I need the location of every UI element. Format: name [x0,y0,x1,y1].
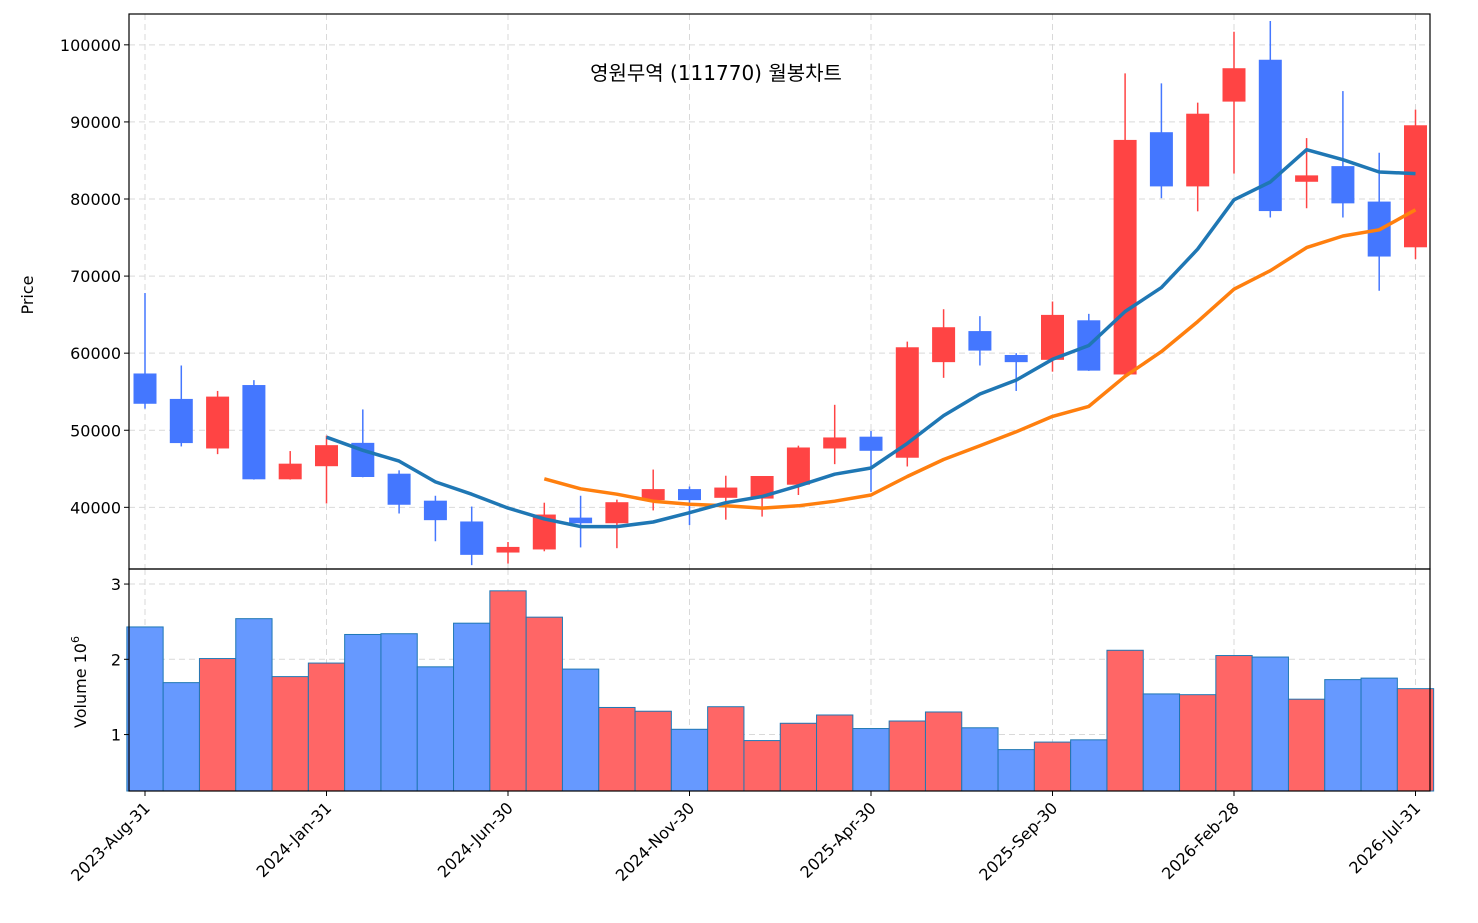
volume-bar [961,727,999,792]
volume-bar [525,616,563,792]
volume-bar [634,710,672,792]
volume-axis-label-base: Volume 10 [71,643,90,728]
volume-bar [1142,693,1181,792]
candle-body [1041,314,1064,360]
volume-bar [1324,679,1362,792]
moving-average-lines [325,147,1417,529]
price-tick-label: 100000 [60,36,121,55]
chart-title: 영원무역 (111770) 월봉차트 [590,61,842,85]
candle-body [1258,59,1282,212]
volume-bar [380,633,418,792]
volume-bar [743,740,781,792]
price-tick-label: 80000 [70,190,121,209]
volume-bar [344,633,382,792]
candle-body [823,437,847,449]
volume-tick-label: 2 [111,650,121,669]
candles [133,20,1427,566]
price-y-axis: 40000 50000 60000 70000 80000 90000 100000 [60,36,129,517]
candle-body [242,385,266,480]
volume-panel-frame [128,568,1431,792]
candle-body [678,489,701,501]
volume-bar [852,728,890,792]
price-tick-label: 70000 [70,267,121,286]
volume-bar [1215,655,1253,792]
price-tick-label: 40000 [70,498,121,517]
volume-bar [162,682,200,792]
volume-bar [707,706,745,792]
candle-body [1004,354,1028,363]
volume-bars [126,590,1435,792]
volume-bar [198,658,237,792]
candle-body [460,521,484,555]
volume-bar [1251,656,1289,792]
price-tick-label: 50000 [70,421,121,440]
candle-body [859,436,883,451]
volume-bar [1179,694,1217,792]
candle-body [1186,113,1210,187]
candle-body [206,396,230,449]
candle-body [169,398,193,444]
volume-bar [1033,741,1072,792]
candle-body [1331,166,1355,204]
candle-body [532,514,556,550]
candle-body [569,517,593,524]
candle-body [1404,125,1427,248]
price-tick-label: 90000 [70,113,121,132]
volume-bar [1287,698,1326,792]
volume-bar [561,668,600,792]
moving-average-short-line [325,147,1416,529]
volume-bar [924,711,963,792]
candle-body [786,447,810,485]
volume-bar [1106,649,1144,792]
volume-y-axis: 1 2 3 [111,575,129,745]
candle-body [714,487,738,498]
volume-axis-label: Volume 106 [69,636,90,728]
volume-bar [816,714,854,792]
candle-body [133,373,157,404]
volume-bar [416,666,455,792]
volume-tick-label: 1 [111,726,121,745]
candle-body [895,347,919,458]
volume-bar [126,626,164,792]
price-axis-label: Price [18,275,37,314]
volume-bar [1070,739,1108,792]
volume-bar [453,622,491,792]
volume-bar [888,720,926,792]
candle-body [1149,132,1173,187]
volume-bar [1396,688,1435,792]
candle-body [932,327,956,363]
volume-bar [779,722,818,792]
candle-body [496,546,520,553]
volume-bar [307,662,346,792]
candle-body [387,473,411,505]
candle-body [278,463,302,480]
price-tick-label: 60000 [70,344,121,363]
volume-axis-label-exponent: 6 [69,636,82,643]
volume-bar [489,590,527,792]
candle-body [315,445,338,467]
candle-body [968,331,992,351]
moving-average-long-line [543,208,1417,510]
volume-bar [598,706,636,792]
candle-body [423,500,447,521]
volume-bar [235,618,273,792]
volume-bar [271,676,309,792]
volume-bar [670,728,709,792]
volume-bar [1360,677,1398,792]
volume-tick-label: 3 [111,575,121,594]
candle-body [1113,139,1137,375]
candle-body [605,502,629,524]
candle-body [1295,175,1319,182]
volume-bar [997,749,1035,792]
candle-body [1222,68,1246,102]
